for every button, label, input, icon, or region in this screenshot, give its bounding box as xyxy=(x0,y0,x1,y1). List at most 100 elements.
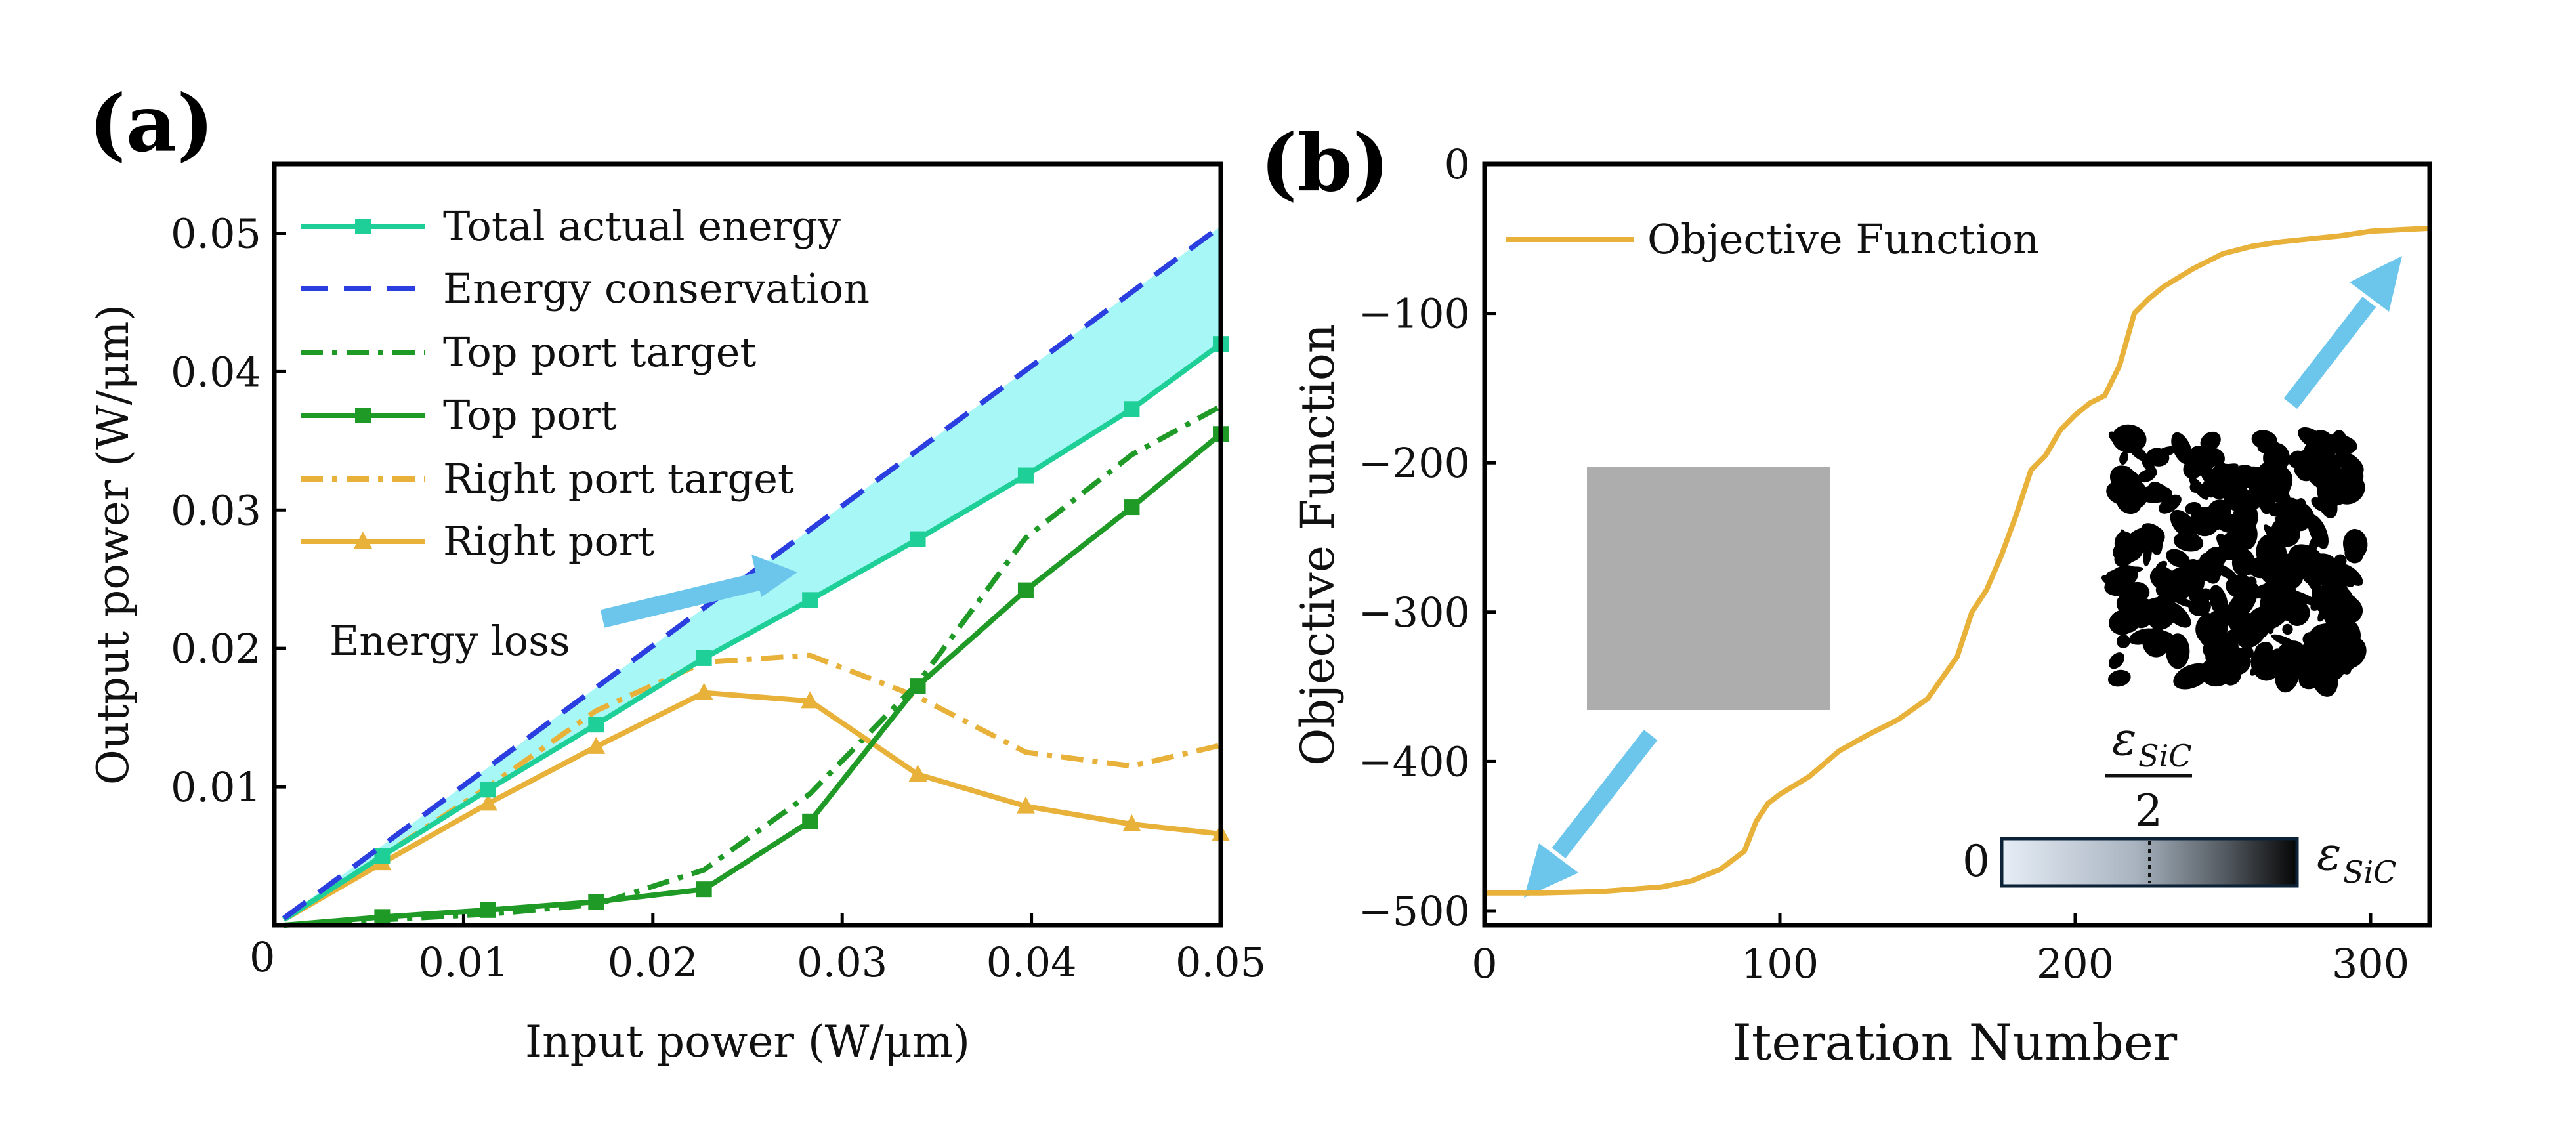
panel-a-label: (a) xyxy=(89,77,214,170)
legend-right-port-target: Right port target xyxy=(301,455,794,503)
point-right xyxy=(1016,796,1035,814)
point-total xyxy=(480,782,496,798)
pattern-blob xyxy=(2225,627,2255,643)
legend-triangle-marker xyxy=(354,532,372,549)
colorbar: 0 ε SiC 2 ε SiC xyxy=(1962,712,2396,890)
panel-b-xtick-label: 200 xyxy=(2037,940,2114,988)
panel-b-frame xyxy=(1482,161,2432,928)
pattern-blob xyxy=(2239,561,2270,575)
pattern-blob xyxy=(2267,537,2287,560)
panel-b-ytick-label: −200 xyxy=(1359,439,1470,487)
initial-arrow-head xyxy=(1524,843,1578,898)
panel-b-ytick-label: −400 xyxy=(1359,738,1470,785)
point-right xyxy=(694,682,713,700)
series-toptarget xyxy=(284,404,1222,928)
legend-objective-label: Objective Function xyxy=(1647,215,2039,263)
point-top xyxy=(1017,582,1034,598)
panel-a-xtick-label: 0.01 xyxy=(418,938,509,986)
panel-b-xtick-label: 0 xyxy=(1471,940,1497,988)
pattern-blob xyxy=(2334,450,2364,475)
legend-top-port-target: Top port target xyxy=(301,328,756,376)
initial-arrow-shaft xyxy=(1552,730,1658,858)
pattern-blob xyxy=(2148,601,2177,631)
colorbar-mid-epsilon: ε xyxy=(2112,712,2137,766)
series-line-total xyxy=(282,341,1223,922)
pattern-blob xyxy=(2152,484,2168,499)
pattern-blob xyxy=(2170,509,2197,539)
pattern-blob xyxy=(2196,588,2212,605)
pattern-blob xyxy=(2141,457,2157,476)
panel-a-xtick-label: 0.05 xyxy=(1175,938,1266,986)
panel-b-legend: Objective Function xyxy=(1506,215,2039,263)
panel-a-legend: Total actual energy Energy conservation … xyxy=(301,202,870,565)
pattern-blob xyxy=(2315,459,2342,486)
pattern-blob xyxy=(2274,516,2310,526)
point-right xyxy=(801,691,820,709)
point-top xyxy=(480,902,496,918)
legend-square-marker xyxy=(355,219,371,234)
panel-b-label: (b) xyxy=(1260,117,1389,209)
legend-top-label: Top port xyxy=(443,391,617,439)
pattern-blob xyxy=(2222,647,2251,675)
panel-b: (b) 0 100 200 300 0 −100 −200 −300 −400 −500 Iter… xyxy=(1260,117,2432,1072)
pattern-blob xyxy=(2207,499,2231,524)
panel-b-tick-labels: 0 100 200 300 0 −100 −200 −300 −400 −500 xyxy=(1359,140,2409,988)
energy-loss-arrow-head xyxy=(751,555,797,597)
pattern-blob xyxy=(2288,450,2307,469)
series-line-objective xyxy=(1485,225,2430,896)
pattern-blob xyxy=(2109,652,2124,669)
final-arrow-head xyxy=(2350,256,2402,312)
pattern-blob xyxy=(2113,481,2138,507)
pattern-blob xyxy=(2286,649,2305,680)
pattern-blob xyxy=(2322,434,2357,455)
legend-top-target-label: Top port target xyxy=(443,328,756,376)
pattern-blob xyxy=(2209,585,2228,617)
series-top xyxy=(284,426,1229,928)
panel-b-xtick-label: 300 xyxy=(2332,940,2409,988)
legend-top-port: Top port xyxy=(301,391,617,439)
point-total xyxy=(802,592,818,608)
point-right xyxy=(1122,814,1141,832)
series-right xyxy=(282,682,1230,923)
final-arrow-shaft xyxy=(2283,297,2376,409)
panel-a-ytick-label: 0.01 xyxy=(171,763,261,811)
pattern-blob xyxy=(2331,473,2365,505)
pattern-blob xyxy=(2298,427,2327,450)
panel-a-series xyxy=(282,224,1230,928)
pattern-blob xyxy=(2257,440,2280,453)
initial-arrow xyxy=(1524,730,1658,898)
series-line-toptarget xyxy=(284,404,1222,928)
panel-a-tick-labels: 0.01 0.02 0.03 0.04 0.05 0.01 0.02 0.03 0.04 0.05 xyxy=(171,209,1266,986)
legend-right-label: Right port xyxy=(443,517,654,565)
pattern-blob xyxy=(2119,451,2128,465)
panel-b-ytick-label: −500 xyxy=(1359,887,1470,935)
point-total xyxy=(1124,401,1140,417)
pattern-blob xyxy=(2185,501,2202,515)
colorbar-max-label: ε SiC xyxy=(2317,827,2396,890)
colorbar-min-label: 0 xyxy=(1962,836,1990,887)
series-line-right xyxy=(282,690,1221,923)
panel-a-frame xyxy=(272,161,1223,928)
point-top xyxy=(802,813,818,829)
pattern-blob xyxy=(2128,443,2149,462)
pattern-blob xyxy=(2344,543,2364,564)
series-line-top xyxy=(284,432,1223,928)
pattern-blob xyxy=(2271,634,2299,648)
legend-right-port: Right port xyxy=(301,517,654,565)
panel-b-xlabel: Iteration Number xyxy=(1732,1013,2178,1072)
pattern-blob xyxy=(2107,669,2131,687)
pattern-blob xyxy=(2127,581,2150,601)
legend-square-marker xyxy=(355,408,371,423)
point-top xyxy=(588,894,604,910)
energy-loss-arrow-shaft xyxy=(600,572,764,628)
pattern-blob xyxy=(2172,595,2195,608)
panel-a-xtick-label: 0.03 xyxy=(797,938,887,986)
point-total xyxy=(696,650,712,666)
panel-a-xtick-label: 0.04 xyxy=(986,938,1077,986)
panel-b-ytick-label: −300 xyxy=(1359,589,1470,637)
point-right xyxy=(908,764,927,782)
pattern-blob xyxy=(2200,431,2221,451)
point-total xyxy=(374,848,391,864)
pattern-blob xyxy=(2286,601,2310,627)
